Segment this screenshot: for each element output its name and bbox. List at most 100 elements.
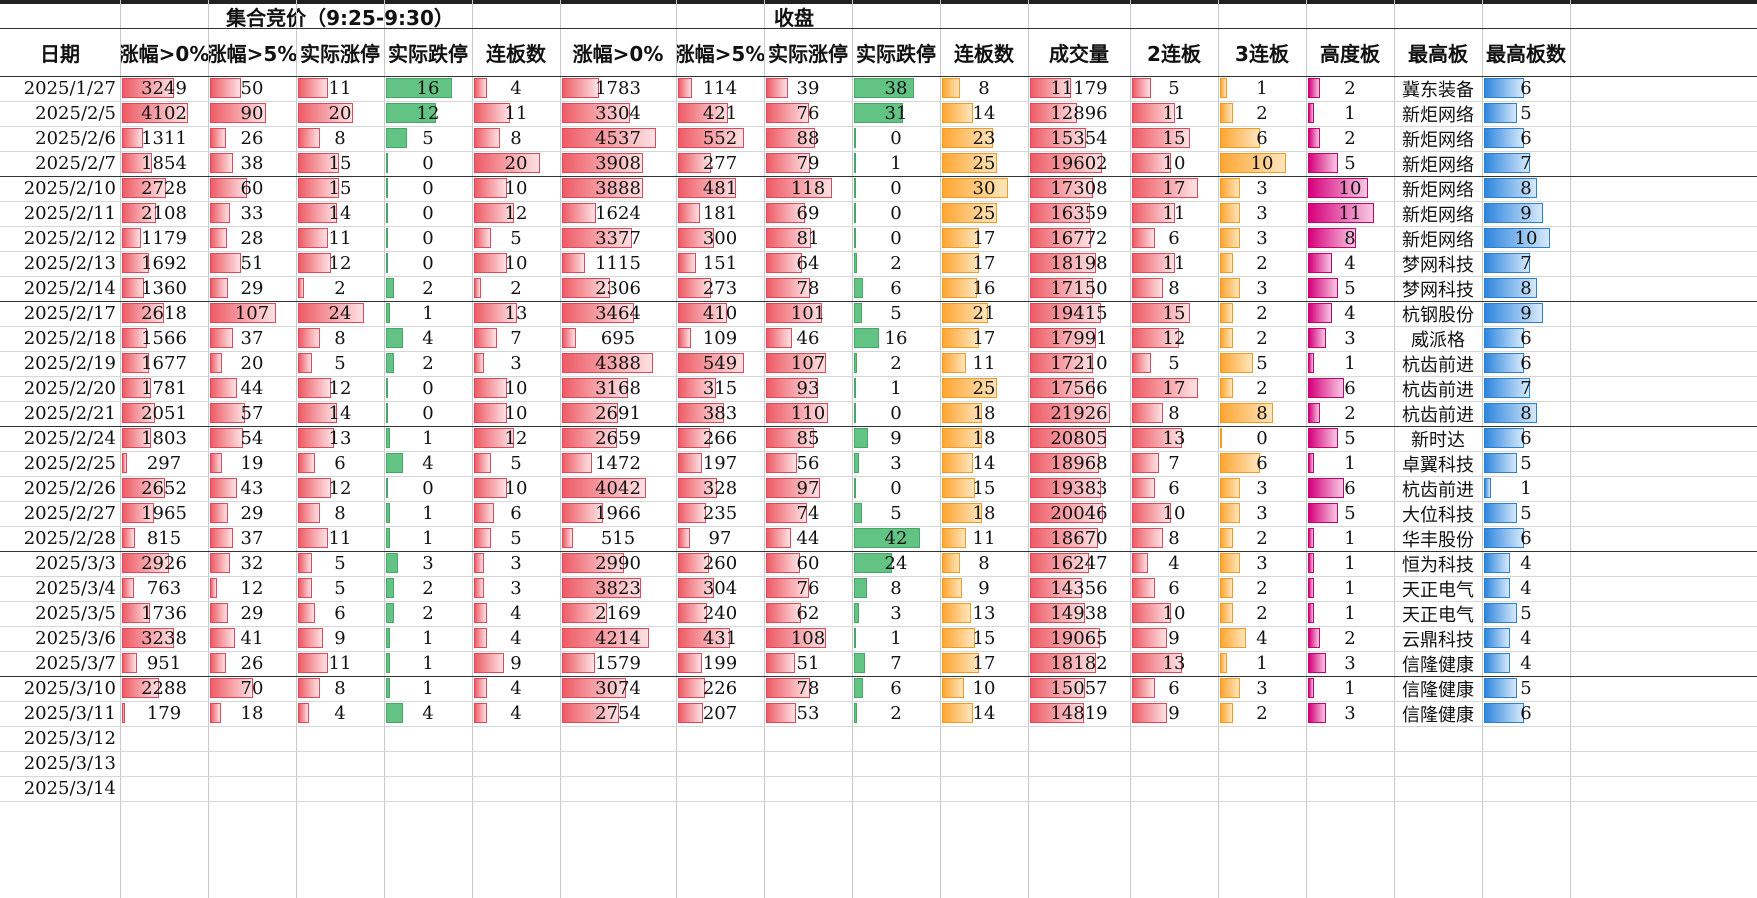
data-cell[interactable]: 88 [764, 126, 852, 151]
data-cell[interactable]: 2 [1218, 526, 1306, 551]
date-cell[interactable]: 2025/2/27 [23, 503, 116, 524]
data-cell[interactable]: 10 [472, 476, 560, 501]
data-cell[interactable]: 17566 [1028, 376, 1130, 401]
data-cell[interactable]: 17150 [1028, 276, 1130, 301]
data-cell[interactable]: 1179 [120, 226, 208, 251]
data-cell[interactable]: 0 [384, 251, 472, 276]
data-cell[interactable]: 33 [208, 201, 296, 226]
data-cell[interactable]: 31 [852, 101, 940, 126]
data-cell[interactable]: 3 [1218, 676, 1306, 701]
data-cell[interactable]: 3 [1218, 226, 1306, 251]
data-cell[interactable]: 8 [1218, 401, 1306, 426]
data-cell[interactable]: 8 [940, 76, 1028, 101]
data-cell[interactable]: 51 [208, 251, 296, 276]
data-cell[interactable]: 18 [940, 501, 1028, 526]
data-cell[interactable]: 3823 [560, 576, 676, 601]
data-cell[interactable]: 85 [764, 426, 852, 451]
data-cell[interactable]: 7 [1130, 451, 1218, 476]
data-cell[interactable]: 4042 [560, 476, 676, 501]
data-cell[interactable]: 3 [384, 551, 472, 576]
data-cell[interactable]: 19 [208, 451, 296, 476]
data-cell[interactable]: 5 [852, 301, 940, 326]
data-cell[interactable]: 2 [384, 576, 472, 601]
data-cell[interactable]: 16247 [1028, 551, 1130, 576]
data-cell[interactable]: 51 [764, 651, 852, 676]
data-cell[interactable]: 235 [676, 501, 764, 526]
data-cell[interactable]: 1579 [560, 651, 676, 676]
data-cell[interactable]: 新炬网络 [1394, 201, 1482, 226]
data-cell[interactable]: 32 [208, 551, 296, 576]
data-cell[interactable]: 5 [384, 126, 472, 151]
data-cell[interactable]: 3 [852, 601, 940, 626]
data-cell[interactable]: 6 [1130, 576, 1218, 601]
date-cell[interactable]: 2025/2/18 [23, 328, 116, 349]
data-cell[interactable]: 13 [1130, 426, 1218, 451]
data-cell[interactable]: 2 [1218, 301, 1306, 326]
data-cell[interactable]: 5 [296, 576, 384, 601]
data-cell[interactable]: 15 [1130, 301, 1218, 326]
data-cell[interactable]: 54 [208, 426, 296, 451]
date-cell[interactable]: 2025/2/28 [23, 528, 116, 549]
table-row[interactable]: 2025/2/24 1803 54 13 1 12 2659 266 85 9 18 20805 13 0… [0, 426, 1757, 451]
data-cell[interactable]: 6 [852, 276, 940, 301]
data-cell[interactable]: 44 [764, 526, 852, 551]
date-cell[interactable]: 2025/2/6 [35, 128, 116, 149]
data-cell[interactable]: 4 [472, 76, 560, 101]
data-cell[interactable]: 3 [472, 576, 560, 601]
data-cell[interactable]: 97 [676, 526, 764, 551]
data-cell[interactable]: 17210 [1028, 351, 1130, 376]
data-cell[interactable]: 7 [1482, 251, 1570, 276]
data-cell[interactable]: 273 [676, 276, 764, 301]
data-cell[interactable]: 197 [676, 451, 764, 476]
data-cell[interactable]: 4 [1306, 301, 1394, 326]
date-cell[interactable]: 2025/2/19 [23, 353, 116, 374]
data-cell[interactable]: 6 [1482, 326, 1570, 351]
data-cell[interactable]: 1 [1306, 676, 1394, 701]
data-cell[interactable]: 4 [296, 701, 384, 726]
data-cell[interactable]: 6 [1482, 426, 1570, 451]
data-cell[interactable]: 3304 [560, 101, 676, 126]
data-cell[interactable]: 14938 [1028, 601, 1130, 626]
data-cell[interactable]: 8 [940, 551, 1028, 576]
data-cell[interactable]: 1 [1306, 601, 1394, 626]
data-cell[interactable]: 1 [1306, 351, 1394, 376]
data-cell[interactable]: 6 [1130, 676, 1218, 701]
data-cell[interactable]: 12 [1130, 326, 1218, 351]
table-row[interactable]: 2025/2/26 2652 43 12 0 10 4042 328 97 0 15 19383 6 3 6… [0, 476, 1757, 501]
data-cell[interactable]: 8 [1482, 401, 1570, 426]
data-cell[interactable]: 69 [764, 201, 852, 226]
data-cell[interactable]: 19383 [1028, 476, 1130, 501]
data-cell[interactable]: 11 [1130, 101, 1218, 126]
data-cell[interactable]: 18 [940, 401, 1028, 426]
data-cell[interactable]: 16 [852, 326, 940, 351]
data-cell[interactable]: 新炬网络 [1394, 101, 1482, 126]
data-cell[interactable]: 2652 [120, 476, 208, 501]
data-cell[interactable]: 6 [1306, 476, 1394, 501]
data-cell[interactable]: 5 [1306, 151, 1394, 176]
data-cell[interactable]: 6 [852, 676, 940, 701]
data-cell[interactable]: 179 [120, 701, 208, 726]
data-cell[interactable]: 0 [852, 126, 940, 151]
data-cell[interactable]: 11 [296, 76, 384, 101]
data-cell[interactable]: 6 [1482, 76, 1570, 101]
data-cell[interactable]: 2926 [120, 551, 208, 576]
data-cell[interactable]: 5 [1482, 101, 1570, 126]
data-cell[interactable]: 18182 [1028, 651, 1130, 676]
data-cell[interactable]: 1566 [120, 326, 208, 351]
data-cell[interactable]: 1 [1306, 101, 1394, 126]
data-cell[interactable]: 2 [384, 351, 472, 376]
table-row[interactable]: 2025/3/10 2288 70 8 1 4 3074 226 78 6 10 15057 6 3 1 信隆… [0, 676, 1757, 701]
data-cell[interactable]: 2 [1218, 576, 1306, 601]
data-cell[interactable]: 12 [472, 426, 560, 451]
data-cell[interactable]: 9 [852, 426, 940, 451]
data-cell[interactable]: 4 [472, 601, 560, 626]
data-cell[interactable]: 15 [296, 176, 384, 201]
data-cell[interactable]: 3 [1218, 551, 1306, 576]
table-row[interactable]: 2025/2/10 2728 60 15 0 10 3888 481 118 0 30 17308 17… [0, 176, 1757, 201]
data-cell[interactable]: 1 [1306, 451, 1394, 476]
data-cell[interactable]: 杭齿前进 [1394, 376, 1482, 401]
data-cell[interactable]: 1 [384, 676, 472, 701]
date-cell[interactable]: 2025/3/12 [23, 728, 116, 749]
data-cell[interactable]: 1 [384, 651, 472, 676]
